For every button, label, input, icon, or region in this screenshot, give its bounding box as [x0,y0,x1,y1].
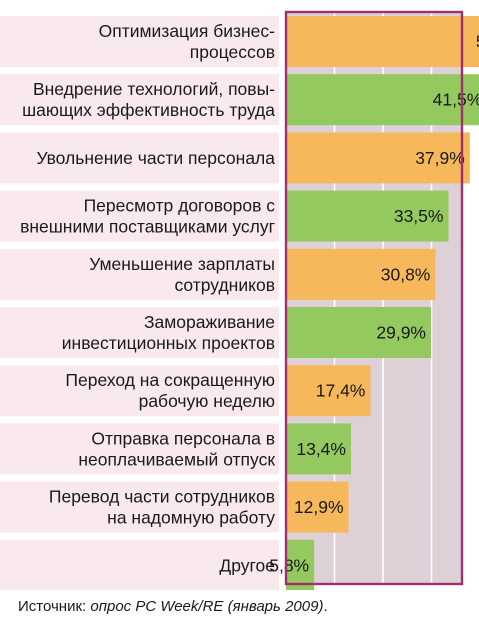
category-label-bg [0,16,279,67]
footnote-source: опрос PC Week/RE (январь 2009) [90,598,324,615]
category-label-line: процессов [190,42,275,62]
bar [286,190,449,242]
category-label-bg [0,190,279,242]
value-label: 41,5% [433,90,479,110]
bar [286,539,315,591]
category-label-line: Увольнение части персонала [36,148,275,168]
category-label-bg [0,423,279,475]
category-label-bg [0,307,279,358]
category-label-line: Замораживание [144,312,275,332]
category-label-line: Внедрение технологий, повы- [33,79,275,99]
category-label-line: сотрудников [174,275,275,295]
category-label-line: Переход на сокращенную [65,370,275,390]
category-label-bg [0,248,279,300]
category-label: Уменьшение зарплаты сотрудников [89,254,275,295]
bar [286,74,479,126]
category-label-line: инвестиционных проектов [62,333,275,353]
category-label: Увольнение части персонала [36,148,275,168]
bar [286,132,470,184]
category-label-line: Пересмотр договоров с [84,196,276,216]
source-footnote: Источник: опрос PC Week/RE (январь 2009)… [18,598,328,615]
value-label: 5,8% [269,555,309,575]
category-label-bg [0,74,279,126]
value-label: 17,4% [316,381,366,401]
category-label-line: Другое [219,555,275,575]
category-label-line: неоплачиваемый отпуск [78,449,275,469]
category-label-line: рабочую неделю [139,391,275,411]
footnote-prefix: Источник: [18,598,91,615]
category-label-bg [0,365,279,417]
category-label-line: Уменьшение зарплаты [89,254,275,274]
category-label-line: Отправка персонала в [91,428,275,448]
bar [286,16,479,67]
category-label-line: на надомную работу [107,508,275,528]
value-label: 37,9% [415,148,465,168]
plot-frame [284,10,464,586]
value-label: 12,9% [294,497,344,517]
bar [286,248,436,300]
category-label: Другое [219,555,275,575]
category-label-line: шающих эффективность труда [22,100,275,120]
category-label: Переход на сокращенную рабочую неделю [65,370,275,411]
value-label: 13,4% [296,439,346,459]
category-label-line: внешними поставщиками услуг [20,217,275,237]
category-label: Отправка персонала в неоплачиваемый отпус… [78,428,275,469]
category-label: Перевод части сотрудников на надомную раб… [49,487,275,528]
value-label: 30,8% [381,264,431,284]
bar [286,481,349,533]
category-label: Внедрение технологий, повы-шающих эффект… [22,79,275,120]
category-label-bg [0,132,279,184]
value-label: 33,5% [394,206,444,226]
category-label: Замораживание инвестиционных проектов [62,312,275,353]
category-label: Оптимизация бизнес-процессов [99,21,276,62]
value-label: 29,9% [376,323,426,343]
bar [286,365,371,417]
category-label-bg [0,539,279,591]
category-label-bg [0,481,279,533]
value-label: 50,4% [476,32,479,52]
bar-chart-svg: Оптимизация бизнес-процессов 50,4% Внедрен… [0,10,479,591]
bar [286,307,432,358]
category-label-line: Перевод части сотрудников [49,487,275,507]
bar [286,423,351,475]
category-label-line: Оптимизация бизнес- [99,21,276,41]
footnote-suffix: . [323,598,328,615]
category-label: Пересмотр договоров с внешними поставщика… [20,196,275,237]
